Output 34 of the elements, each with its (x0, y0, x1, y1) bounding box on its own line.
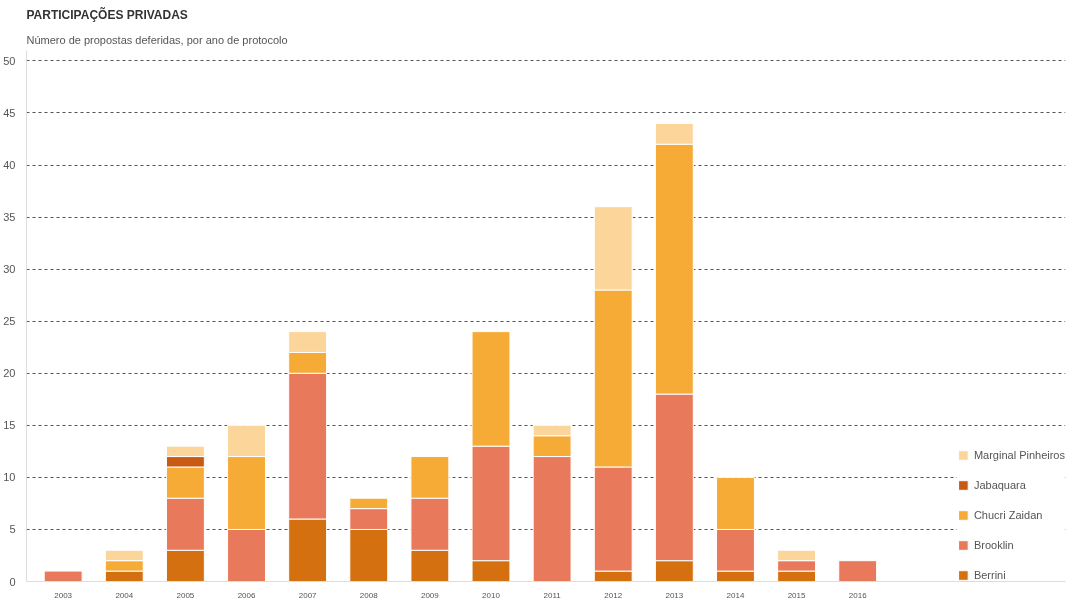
x-tick-label: 2010 (482, 590, 501, 600)
x-tick-label: 2012 (604, 590, 623, 600)
legend-label: Chucri Zaidan (973, 509, 1043, 521)
legend-label: Marginal Pinheiros (973, 449, 1065, 461)
x-tick-label: 2009 (420, 590, 440, 600)
bar (43, 570, 83, 582)
y-tick-label: 40 (3, 159, 16, 172)
y-tick-label: 20 (3, 367, 16, 380)
legend-label: Brooklin (973, 539, 1014, 551)
x-tick-label: 2014 (726, 590, 745, 600)
x-tick-label: 2007 (298, 590, 318, 600)
x-tick-label: 2013 (665, 590, 684, 600)
x-tick-label: 2011 (543, 590, 562, 600)
y-tick-label: 35 (3, 211, 16, 224)
x-tick-label: 2016 (848, 590, 868, 600)
bar (838, 560, 878, 582)
x-tick-label: 2015 (787, 590, 807, 600)
y-tick-label: 15 (3, 419, 16, 432)
chart-title: PARTICIPAÇÕES PRIVADAS (26, 6, 188, 22)
chart-subtitle: Número de propostas deferidas, por ano de protocolo (26, 33, 288, 46)
y-tick-label: 5 (9, 523, 16, 536)
y-tick-label: 50 (3, 54, 16, 67)
y-tick-label: 10 (3, 471, 16, 484)
x-tick-label: 2008 (359, 590, 379, 600)
x-tick-label: 2004 (115, 590, 134, 600)
x-tick-label: 2006 (237, 590, 256, 600)
y-tick-label: 0 (9, 575, 16, 588)
y-tick-label: 45 (3, 106, 16, 119)
legend-label: Berrini (973, 569, 1006, 581)
x-tick-label: 2005 (176, 590, 195, 600)
y-tick-label: 30 (3, 263, 16, 276)
legend-label: Jabaquara (973, 479, 1026, 491)
x-tick-label: 2003 (54, 590, 73, 600)
y-tick-label: 25 (3, 315, 16, 328)
